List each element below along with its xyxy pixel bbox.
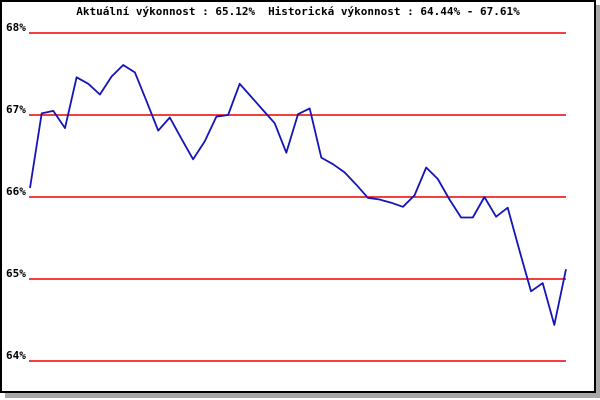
performance-line-chart: 68% 67% 66% 65% 64% [6,21,567,362]
chart-title: Aktuální výkonnost : 65.12% Historická v… [2,5,594,18]
y-tick-label-64: 64% [6,349,26,362]
performance-line [29,64,567,326]
y-tick-label-67: 67% [6,103,26,116]
chart-frame: Aktuální výkonnost : 65.12% Historická v… [0,0,596,393]
current-performance-stat: Aktuální výkonnost : 65.12% [76,5,256,18]
y-tick-label-65: 65% [6,267,26,280]
y-tick-label-68: 68% [6,21,26,34]
historical-performance-stat: Historická výkonnost : 64.44% - 67.61% [268,5,520,18]
y-tick-label-66: 66% [6,185,26,198]
